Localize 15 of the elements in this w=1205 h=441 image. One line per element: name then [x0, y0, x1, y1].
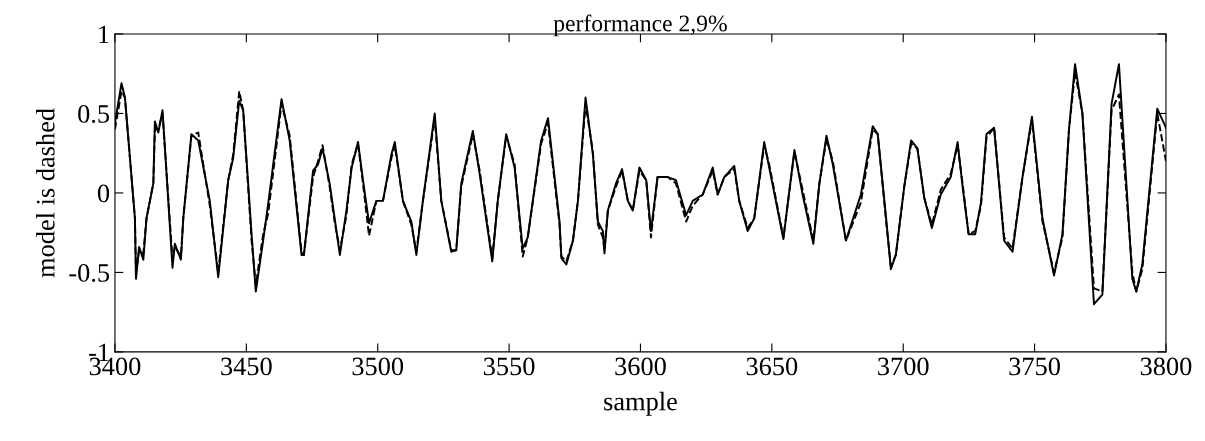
y-tick-label: -0.5 — [69, 264, 110, 282]
x-tick-label: 3500 — [352, 357, 404, 376]
x-axis-title: sample — [604, 391, 677, 416]
chart-title: performance 2,9% — [553, 14, 727, 37]
x-tick-label: 3600 — [615, 357, 666, 376]
y-tick-label: 1 — [99, 25, 109, 44]
y-axis-title: model is dashed — [36, 108, 55, 278]
y-tick-label: 0 — [97, 184, 110, 203]
x-tick-label: 3700 — [878, 357, 929, 376]
y-tick-label: 0.5 — [78, 105, 110, 123]
x-tick-label: 3800 — [1140, 357, 1192, 376]
x-tick-label: 3450 — [221, 357, 272, 376]
x-tick-label: 3650 — [746, 357, 798, 376]
x-tick-label: 3550 — [483, 357, 535, 376]
x-tick-label: 3750 — [1009, 357, 1060, 376]
